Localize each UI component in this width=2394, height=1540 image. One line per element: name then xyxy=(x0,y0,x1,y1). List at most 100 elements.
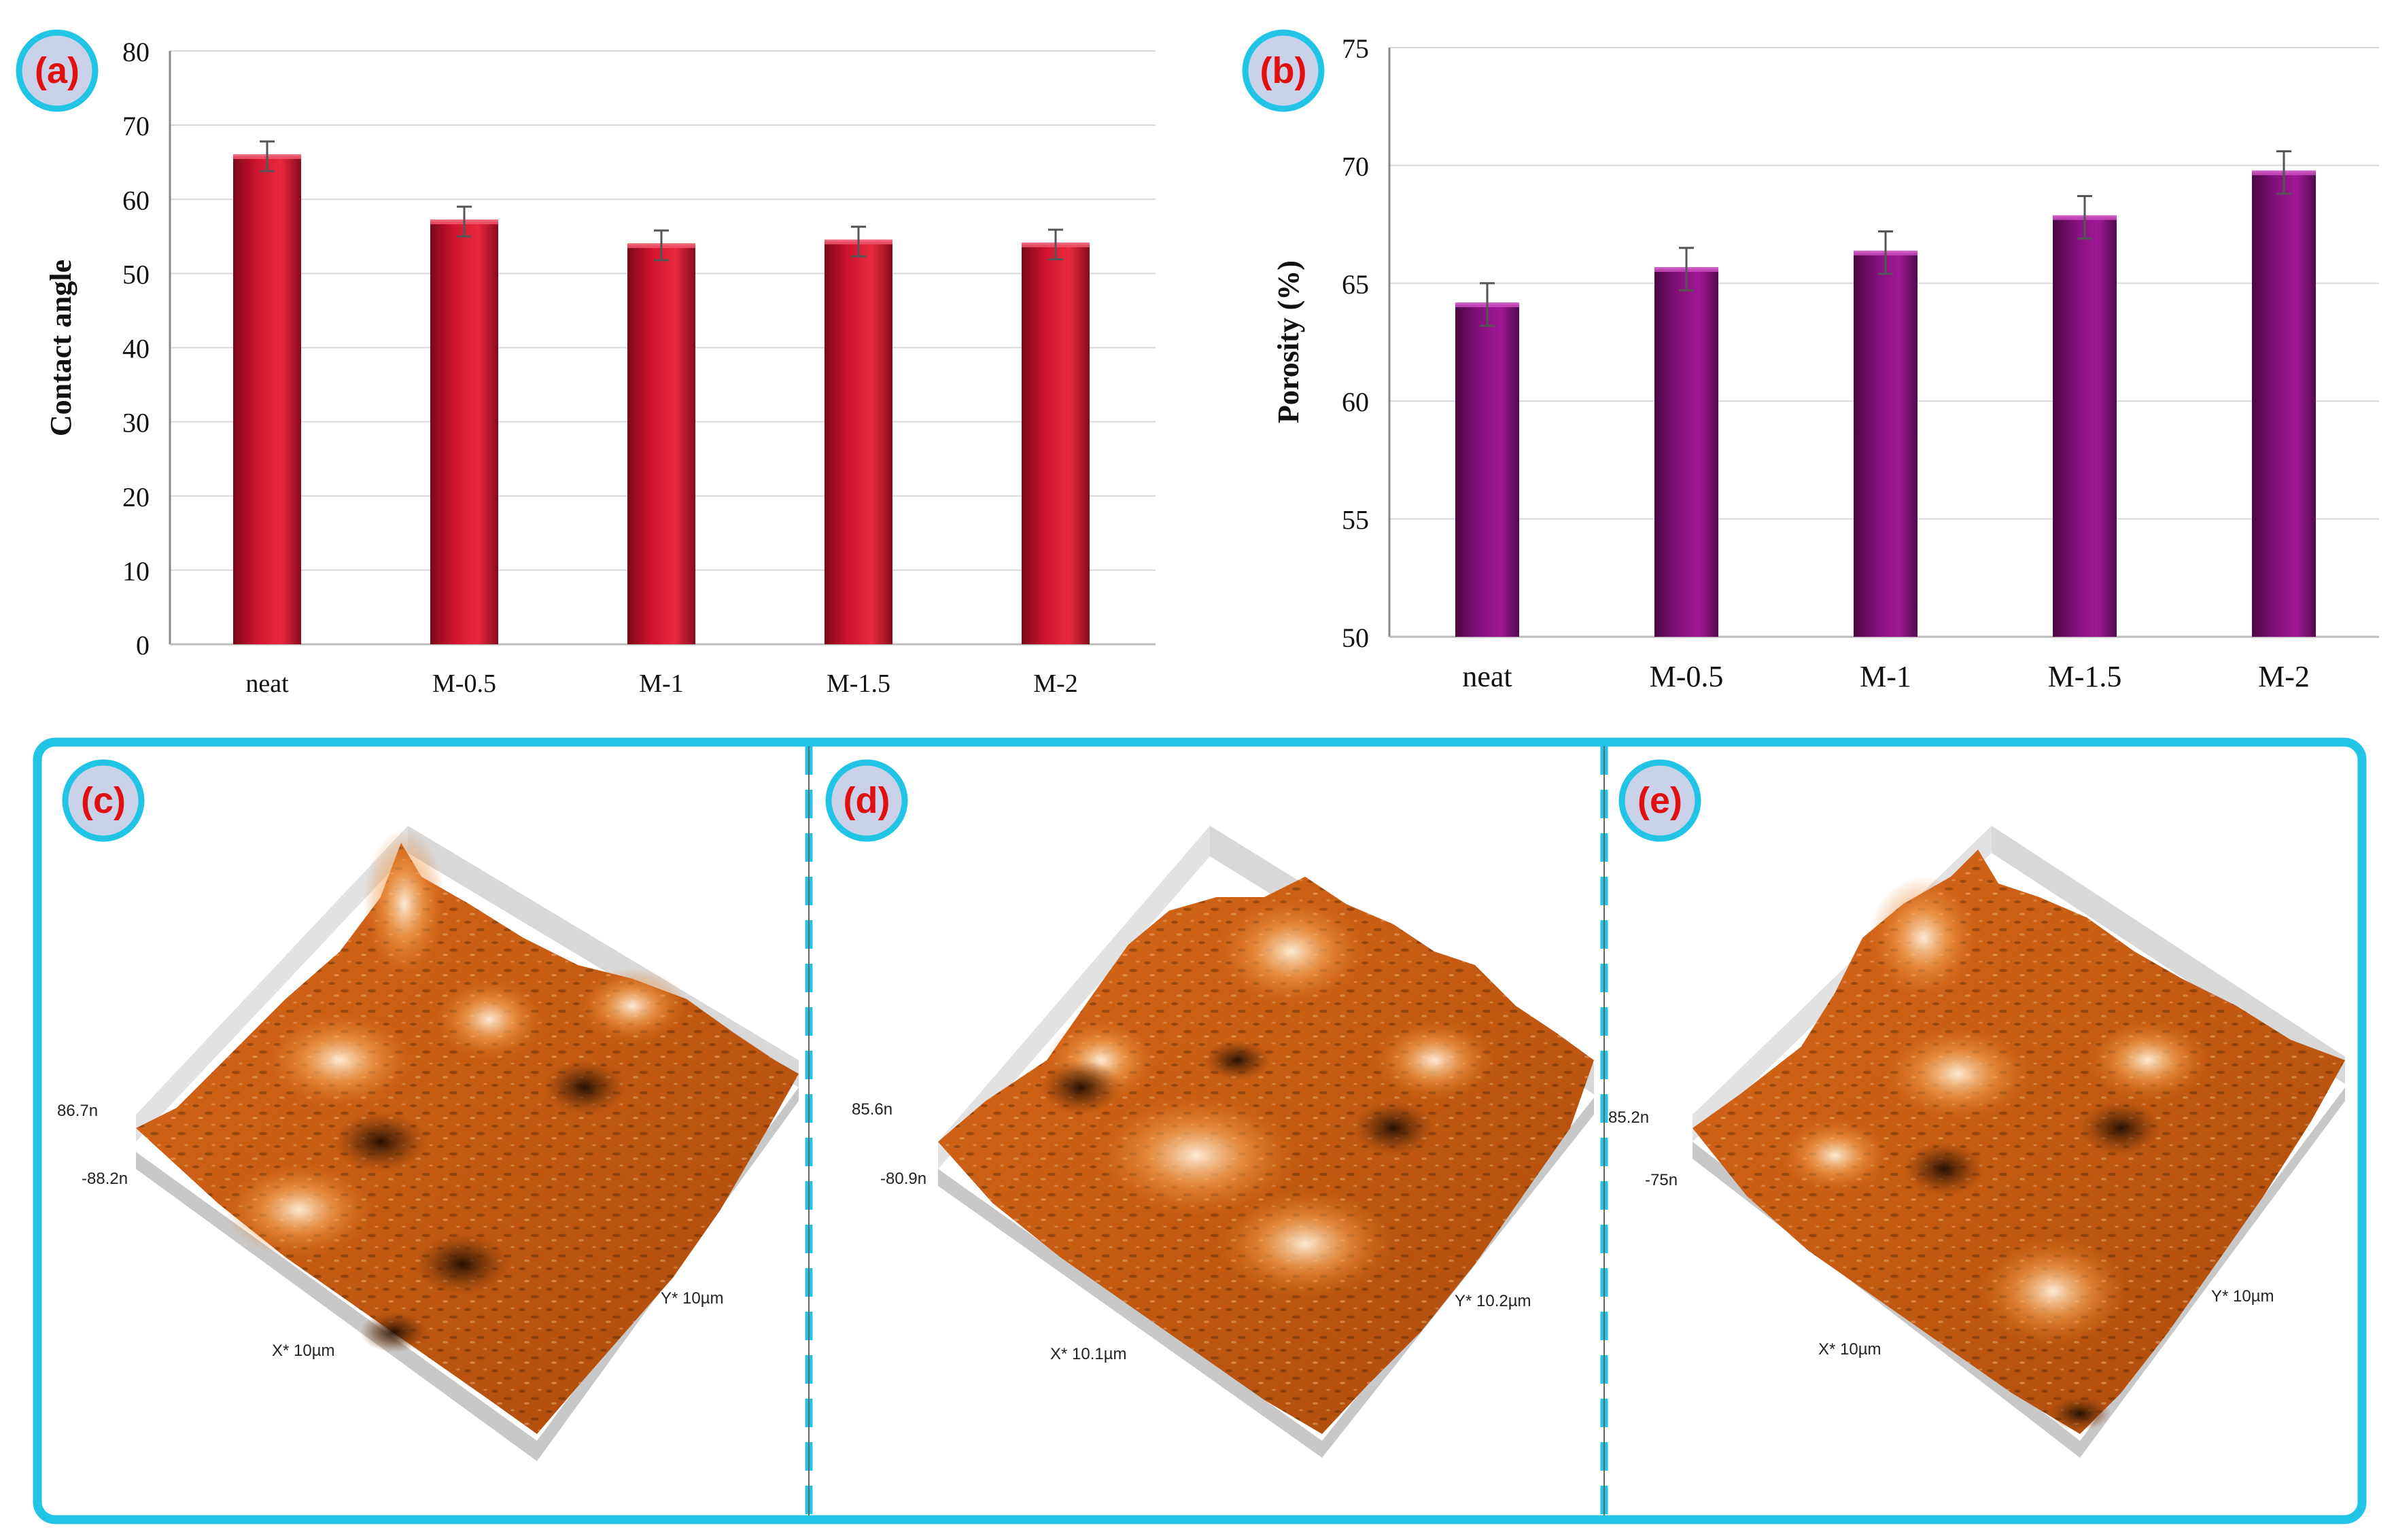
afm-peak xyxy=(435,979,544,1060)
afm-peak xyxy=(1869,877,1978,999)
y-axis-label: Y* 10.2µm xyxy=(1455,1292,1531,1310)
y-tick-label: 0 xyxy=(136,630,150,661)
afm-peak xyxy=(1217,897,1366,1006)
afm-texture xyxy=(136,843,799,1434)
afm-peak xyxy=(1094,1094,1298,1217)
y-tick-label: 20 xyxy=(122,482,150,512)
panel-label-d: (d) xyxy=(825,759,908,842)
x-tick-labels: neat M-0.5 M-1 M-1.5 M-2 xyxy=(245,669,1077,698)
error-bar xyxy=(2276,150,2291,195)
bar-M-1 xyxy=(627,245,695,645)
afm-peak xyxy=(1781,1118,1890,1193)
afm-pit xyxy=(1353,1101,1434,1155)
y-tick-label: 80 xyxy=(122,37,150,67)
bar-M-2 xyxy=(1022,244,1090,644)
afm-backwall xyxy=(938,826,1210,1169)
bars xyxy=(1455,170,2316,637)
afm-image-c: 86.7n -88.2n X* 10µm Y* 10µm xyxy=(57,826,799,1461)
porosity-chart: 50 55 60 65 70 75 neat M-0.5 M-1 M-1.5 M-2 Porosi… xyxy=(1272,33,2379,693)
bar-M-2 xyxy=(2252,172,2316,637)
error-bar xyxy=(1480,282,1495,327)
bar-neat xyxy=(1455,304,1519,637)
z-max-label: 85.6n xyxy=(852,1100,892,1119)
x-tick-label: M-1.5 xyxy=(2048,660,2122,693)
x-tick-label: M-2 xyxy=(2258,660,2310,693)
bar-neat xyxy=(233,156,301,644)
x-tick-labels: neat M-0.5 M-1 M-1.5 M-2 xyxy=(1462,660,2310,693)
y-tick-label: 30 xyxy=(122,408,150,438)
x-tick-label: M-1 xyxy=(639,669,683,698)
afm-pit xyxy=(1040,1060,1122,1115)
y-tick-label: 10 xyxy=(122,556,150,587)
error-bar xyxy=(1679,247,1694,292)
x-tick-label: M-0.5 xyxy=(432,669,496,698)
y-axis-label: Contact angle xyxy=(44,260,77,436)
afm-pit xyxy=(415,1233,510,1295)
afm-image-d: 85.6n -80.9n X* 10.1µm Y* 10.2µm xyxy=(852,826,1594,1458)
afm-peak xyxy=(1978,1237,2128,1346)
z-min-label: -88.2n xyxy=(82,1170,128,1188)
x-tick-label: neat xyxy=(1462,660,1512,693)
contact-angle-chart: 0 10 20 30 40 50 60 70 80 neat M-0.5 M-1 M-1.5 M-2 C… xyxy=(44,37,1156,698)
bar-M-0.5 xyxy=(430,221,498,644)
svg-text:(e): (e) xyxy=(1637,780,1682,821)
svg-text:(c): (c) xyxy=(81,780,126,821)
x-axis-label: X* 10.1µm xyxy=(1050,1345,1127,1363)
z-max-label: 85.2n xyxy=(1608,1108,1649,1127)
y-tick-label: 55 xyxy=(1342,505,1369,536)
svg-text:(d): (d) xyxy=(844,780,890,821)
afm-peak xyxy=(2087,1019,2209,1101)
afm-peak xyxy=(364,829,445,979)
afm-pit xyxy=(333,1111,428,1172)
panel-label-e: (e) xyxy=(1618,759,1701,842)
afm-pit xyxy=(2080,1101,2162,1155)
y-tick-labels: 50 55 60 65 70 75 xyxy=(1342,33,1369,653)
y-tick-label: 70 xyxy=(122,111,150,141)
afm-peak xyxy=(265,1013,415,1108)
x-axis-label: X* 10µm xyxy=(1818,1340,1881,1359)
y-tick-label: 50 xyxy=(122,259,150,290)
x-axis-label: X* 10µm xyxy=(272,1342,335,1360)
panel-label-a: (a) xyxy=(16,29,99,112)
error-bar xyxy=(1878,230,1893,275)
afm-base-shadow xyxy=(1693,1087,2345,1458)
error-bar xyxy=(260,140,275,173)
panel-label-b: (b) xyxy=(1242,29,1325,112)
y-tick-label: 65 xyxy=(1342,269,1369,300)
y-tick-label: 60 xyxy=(1342,387,1369,417)
afm-peak xyxy=(578,968,687,1043)
afm-peak xyxy=(1883,1026,2032,1121)
y-tick-labels: 0 10 20 30 40 50 60 70 80 xyxy=(122,37,150,661)
y-tick-label: 40 xyxy=(122,334,150,364)
y-tick-label: 75 xyxy=(1342,33,1369,64)
error-bars xyxy=(1480,150,2291,327)
bar-M-1.5 xyxy=(2053,217,2117,637)
y-tick-label: 60 xyxy=(122,185,150,215)
afm-peak xyxy=(1373,1019,1495,1101)
error-bar xyxy=(457,205,472,238)
svg-text:(b): (b) xyxy=(1260,50,1307,91)
svg-text:(a): (a) xyxy=(35,50,80,91)
x-tick-label: M-1.5 xyxy=(827,669,890,698)
afm-frame xyxy=(33,737,2367,1524)
z-min-label: -75n xyxy=(1645,1171,1678,1189)
bar-M-0.5 xyxy=(1654,268,1718,637)
y-axis-label: Y* 10µm xyxy=(2211,1287,2274,1306)
afm-pit xyxy=(2049,1397,2111,1431)
afm-peak xyxy=(1217,1189,1393,1298)
afm-backwall xyxy=(136,826,408,1142)
x-tick-label: M-0.5 xyxy=(1650,660,1724,693)
afm-pit xyxy=(360,1312,428,1352)
y-tick-label: 50 xyxy=(1342,623,1369,653)
afm-pit xyxy=(1903,1142,1985,1196)
bar-M-1 xyxy=(1854,252,1918,637)
z-min-label: -80.9n xyxy=(880,1170,926,1188)
error-bar xyxy=(654,229,669,262)
y-axis-label: Y* 10µm xyxy=(661,1289,724,1308)
x-tick-label: M-2 xyxy=(1033,669,1077,698)
afm-pit xyxy=(1203,1040,1271,1081)
bars xyxy=(233,154,1090,645)
error-bar xyxy=(851,226,866,258)
error-bar xyxy=(2077,194,2092,240)
